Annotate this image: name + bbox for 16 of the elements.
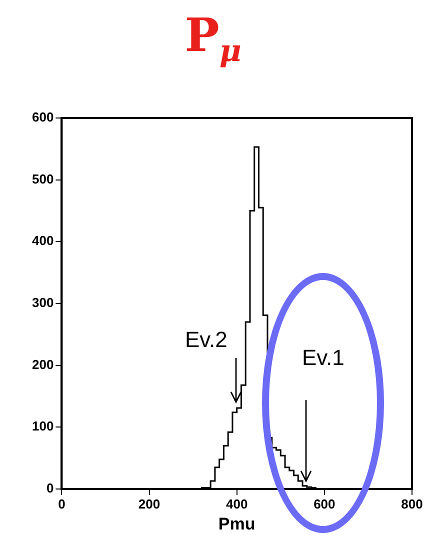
annotation: Ev.1 xyxy=(302,345,344,370)
y-tick-label: 200 xyxy=(32,356,54,372)
annotation: Ev.2 xyxy=(185,327,228,352)
x-tick-label: 800 xyxy=(401,496,423,512)
y-tick-label: 600 xyxy=(32,110,54,125)
x-tick-label: 0 xyxy=(58,496,66,512)
x-tick-label: 600 xyxy=(314,496,336,512)
y-tick-label: 400 xyxy=(32,233,54,248)
y-tick-label: 0 xyxy=(46,480,54,496)
x-tick-label: 200 xyxy=(138,496,160,512)
x-axis-title: Pmu xyxy=(218,514,256,534)
x-tick-label: 400 xyxy=(226,496,248,512)
y-tick-label: 100 xyxy=(32,418,54,434)
chart-title: P$_{μ}$ xyxy=(184,8,242,70)
y-tick-label: 300 xyxy=(32,295,54,310)
y-tick-label: 500 xyxy=(32,171,54,186)
